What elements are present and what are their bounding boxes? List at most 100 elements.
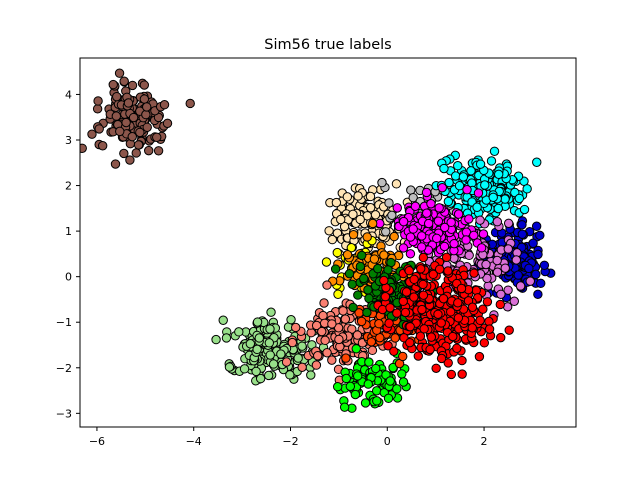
- data-point-cluster-14: [428, 269, 438, 280]
- data-point-cluster-0: [139, 80, 150, 90]
- data-point-cluster-14: [418, 252, 429, 263]
- data-point-cluster-14: [425, 344, 435, 355]
- data-point-cluster-7: [432, 233, 442, 244]
- data-point-cluster-11: [350, 389, 361, 400]
- data-point-cluster-14: [419, 324, 429, 334]
- x-tick-label: −4: [186, 435, 202, 448]
- data-point-cluster-12: [374, 319, 384, 329]
- data-point-cluster-14: [405, 322, 415, 332]
- data-point-cluster-7: [421, 187, 432, 198]
- data-point-cluster-2: [331, 197, 342, 208]
- data-point-cluster-6: [503, 218, 514, 229]
- data-point-cluster-0: [94, 124, 104, 134]
- data-point-cluster-14: [384, 318, 394, 328]
- data-point-cluster-0: [152, 132, 162, 142]
- data-point-cluster-11: [363, 379, 373, 389]
- data-point-cluster-0: [185, 98, 195, 109]
- data-point-cluster-4: [519, 204, 530, 215]
- data-point-cluster-14: [431, 363, 441, 373]
- data-point-cluster-14: [475, 315, 485, 326]
- data-point-cluster-7: [405, 249, 416, 259]
- data-point-cluster-1: [234, 327, 244, 337]
- data-point-cluster-0: [127, 80, 138, 91]
- data-point-cluster-14: [398, 296, 408, 307]
- data-point-cluster-6: [503, 285, 513, 295]
- data-point-cluster-10: [322, 280, 332, 290]
- data-point-cluster-13: [373, 263, 383, 274]
- data-point-cluster-5: [524, 263, 534, 274]
- data-point-cluster-11: [360, 398, 371, 408]
- data-point-cluster-2: [342, 192, 353, 202]
- data-point-cluster-10: [327, 355, 337, 365]
- data-point-cluster-1: [266, 307, 276, 317]
- data-point-cluster-10: [317, 326, 327, 337]
- data-point-cluster-7: [476, 243, 487, 253]
- y-tick-label: 4: [65, 88, 72, 101]
- data-point-cluster-0: [153, 146, 164, 156]
- data-point-cluster-14: [434, 264, 445, 274]
- data-point-cluster-11: [398, 377, 409, 387]
- data-point-cluster-0: [119, 148, 129, 159]
- data-point-cluster-7: [478, 229, 489, 239]
- data-point-cluster-10: [313, 351, 323, 361]
- data-point-cluster-4: [439, 163, 449, 174]
- data-point-cluster-6: [464, 250, 474, 261]
- y-tick-label: 3: [65, 134, 72, 147]
- data-point-cluster-7: [398, 216, 409, 227]
- data-point-cluster-0: [80, 143, 87, 153]
- data-point-cluster-1: [245, 339, 256, 349]
- data-point-cluster-14: [389, 346, 399, 357]
- data-point-cluster-14: [478, 304, 488, 314]
- data-point-cluster-6: [525, 276, 535, 286]
- data-point-cluster-5: [528, 238, 538, 248]
- data-point-cluster-0: [128, 112, 139, 123]
- data-point-cluster-1: [252, 344, 262, 355]
- data-point-cluster-2: [370, 210, 381, 220]
- data-point-cluster-10: [287, 337, 298, 348]
- data-point-cluster-7: [453, 209, 464, 219]
- data-point-cluster-0: [135, 127, 145, 138]
- data-point-cluster-11: [345, 381, 356, 392]
- data-point-cluster-0: [108, 79, 118, 90]
- data-point-cluster-14: [385, 303, 395, 313]
- data-point-cluster-0: [127, 131, 137, 142]
- data-point-cluster-12: [390, 333, 400, 343]
- data-point-cluster-4: [532, 157, 542, 167]
- data-point-cluster-13: [347, 279, 357, 289]
- data-point-cluster-6: [492, 267, 503, 277]
- data-point-cluster-14: [383, 341, 393, 351]
- data-point-cluster-6: [496, 289, 506, 299]
- data-point-cluster-7: [469, 230, 479, 241]
- data-point-cluster-2: [324, 226, 334, 236]
- data-point-cluster-14: [409, 292, 419, 302]
- data-point-cluster-14: [484, 316, 494, 327]
- data-point-cluster-0: [112, 91, 122, 102]
- data-point-cluster-0: [119, 76, 129, 86]
- data-point-cluster-1: [265, 324, 275, 334]
- data-point-cluster-1: [211, 334, 221, 345]
- data-point-cluster-4: [466, 166, 476, 176]
- data-point-cluster-13: [363, 285, 373, 295]
- data-point-cluster-0: [123, 98, 134, 108]
- data-point-cluster-14: [456, 283, 467, 294]
- data-point-cluster-11: [372, 396, 382, 406]
- data-point-cluster-0: [125, 155, 135, 165]
- data-point-cluster-14: [436, 318, 446, 328]
- data-point-cluster-12: [356, 316, 367, 327]
- data-point-cluster-14: [469, 268, 479, 278]
- data-point-cluster-1: [255, 373, 266, 384]
- data-point-cluster-4: [493, 203, 503, 214]
- data-point-cluster-12: [366, 337, 377, 347]
- data-point-cluster-2: [348, 209, 358, 220]
- data-point-cluster-7: [398, 243, 409, 253]
- data-point-cluster-3: [381, 227, 391, 237]
- plot-frame: [79, 57, 577, 428]
- data-point-cluster-10: [297, 362, 307, 372]
- data-point-cluster-11: [392, 384, 402, 394]
- scatter-points: [80, 68, 556, 413]
- data-point-cluster-14: [467, 323, 477, 333]
- data-point-cluster-1: [306, 370, 316, 380]
- data-point-cluster-11: [353, 371, 363, 381]
- y-tick-label: 1: [65, 225, 72, 238]
